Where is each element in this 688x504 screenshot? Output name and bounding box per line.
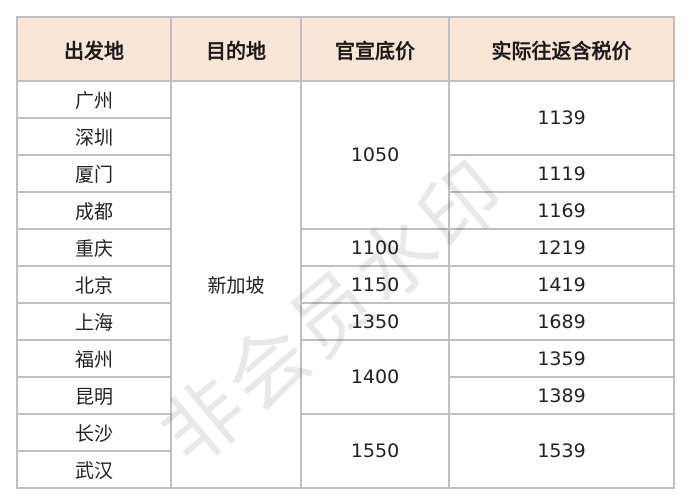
price-table: 出发地 目的地 官宣底价 实际往返含税价 广州 新加坡 1050 1139 深圳… [16,16,675,489]
header-destination: 目的地 [170,16,302,82]
origin-cell: 福州 [16,339,172,378]
origin-cell: 北京 [16,265,172,304]
actual-price-cell: 1169 [448,191,675,230]
origin-cell: 武汉 [16,450,172,489]
header-row: 出发地 目的地 官宣底价 实际往返含税价 [16,16,675,82]
table-row: 重庆 1100 1219 [16,228,675,267]
actual-price-cell: 1139 [448,80,675,156]
origin-cell: 广州 [16,80,172,119]
table-row: 长沙 1550 1539 [16,413,675,489]
header-base-price: 官宣底价 [300,16,450,82]
destination-cell: 新加坡 [170,80,302,489]
origin-cell: 长沙 [16,413,172,452]
base-price-cell: 1350 [300,302,450,341]
table-row: 北京 1150 1419 [16,265,675,304]
table-row: 厦门 1119 [16,154,675,193]
origin-cell: 重庆 [16,228,172,267]
table-row: 广州 新加坡 1050 1139 [16,80,675,489]
table-row: 成都 1169 [16,191,675,230]
origin-cell: 厦门 [16,154,172,193]
base-price-cell: 1050 [300,80,450,230]
header-actual-price: 实际往返含税价 [448,16,675,82]
actual-price-cell: 1689 [448,302,675,341]
base-price-cell: 1100 [300,228,450,267]
base-price-cell: 1150 [300,265,450,304]
base-price-cell: 1400 [300,339,450,415]
actual-price-cell: 1219 [448,228,675,267]
table-row: 昆明 1389 [16,376,675,415]
origin-cell: 上海 [16,302,172,341]
actual-price-cell: 1119 [448,154,675,193]
actual-price-cell: 1389 [448,376,675,415]
table-row: 福州 1400 1359 [16,339,675,415]
actual-price-cell: 1539 [448,413,675,489]
actual-price-cell: 1419 [448,265,675,304]
origin-cell: 成都 [16,191,172,230]
table-row: 深圳 [16,117,674,156]
base-price-cell: 1550 [300,413,450,489]
table-row: 上海 1350 1689 [16,302,675,341]
header-origin: 出发地 [16,16,172,82]
origin-cell: 深圳 [16,117,172,156]
origin-cell: 昆明 [16,376,172,415]
table-row: 武汉 [16,450,674,489]
actual-price-cell: 1359 [448,339,675,378]
